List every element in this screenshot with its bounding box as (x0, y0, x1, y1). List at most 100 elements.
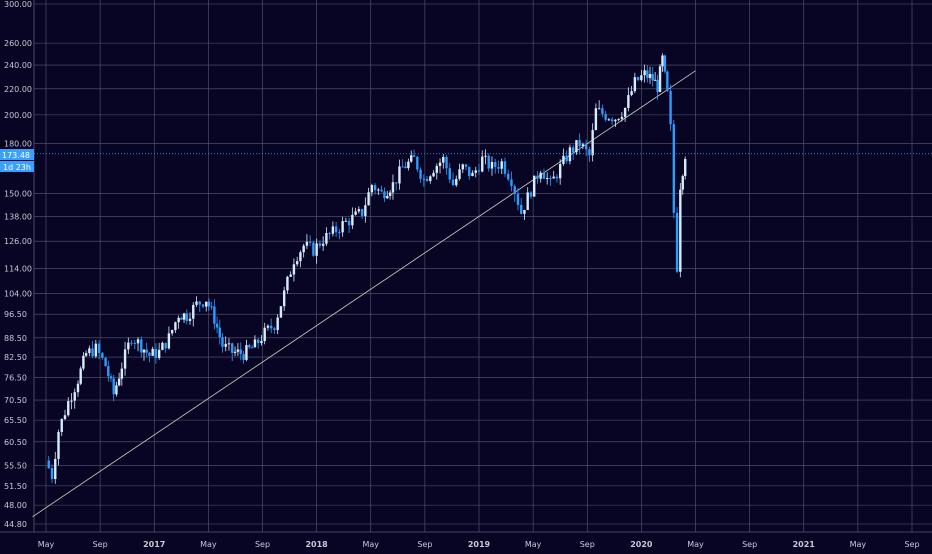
candle-body (256, 339, 260, 344)
time-tick-label: Sep (93, 540, 108, 549)
candle-body (248, 345, 251, 348)
candle-body (607, 119, 611, 121)
price-tick-label: 114.00 (4, 265, 32, 274)
candle-body (112, 378, 115, 395)
price-tick-label: 65.50 (4, 416, 27, 425)
candle-body (308, 241, 312, 243)
candle-body (57, 431, 60, 459)
price-tick-label: 260.00 (4, 39, 32, 48)
candle-body (388, 192, 392, 196)
candle-body (315, 243, 318, 256)
candle-body (123, 349, 127, 369)
candle-body (464, 164, 468, 167)
candle-body (666, 71, 669, 92)
price-tick-label: 88.50 (4, 334, 27, 343)
candle-body (185, 313, 188, 321)
candle-body (458, 169, 461, 179)
candle-body (221, 337, 224, 347)
candle-body (205, 301, 208, 307)
candle-body (201, 304, 205, 307)
price-tick-label: 48.00 (4, 501, 27, 510)
candles (47, 53, 687, 484)
candle-body (558, 163, 562, 179)
time-tick-label: Sep (904, 540, 919, 549)
time-axis[interactable]: May Sep 2017 May Sep 2018 May Sep 2019 May Sep 2020… (38, 540, 920, 549)
candle-body (227, 343, 231, 345)
candle-body (648, 74, 652, 78)
candle-body (321, 243, 325, 246)
candle-body (364, 205, 367, 216)
price-tick-label: 150.00 (4, 190, 32, 199)
candle-body (299, 252, 302, 262)
candle-body (442, 156, 445, 163)
candle-body (438, 162, 442, 166)
candle-body (76, 383, 80, 393)
candle-body (591, 130, 594, 156)
last-price-tag-box (0, 149, 34, 160)
candle-body (581, 144, 585, 147)
candle-body (136, 339, 140, 344)
candle-body (127, 342, 130, 350)
candle-body (236, 349, 240, 352)
time-tick-label: May (362, 540, 379, 549)
price-axis[interactable]: 300.00 260.00 240.00 220.00 200.00 180.00 150.… (4, 0, 32, 529)
price-tick-label: 126.00 (4, 237, 32, 246)
candle-body (633, 77, 637, 92)
candle-body (539, 172, 542, 179)
candle-body (523, 209, 526, 214)
candle-body (627, 95, 630, 108)
candle-body (367, 192, 370, 206)
price-tick-label: 44.80 (4, 520, 27, 529)
candle-body (239, 349, 242, 355)
candle-body (50, 468, 54, 479)
candle-body (107, 366, 110, 377)
candle-body (377, 189, 380, 191)
candle-body (422, 178, 425, 180)
candle-body (448, 168, 451, 180)
candle-body (295, 261, 299, 265)
candle-body (380, 189, 383, 192)
candle-body (101, 352, 104, 358)
candle-body (601, 108, 604, 114)
candle-body (325, 232, 328, 244)
candle-body (510, 179, 513, 187)
candle-body (571, 147, 575, 153)
candle-body (471, 172, 474, 177)
candle-body (536, 175, 539, 179)
time-tick-label: 2020 (630, 540, 653, 549)
candle-body (279, 306, 283, 318)
candle-body (142, 349, 146, 353)
candle-body (672, 124, 676, 213)
price-tick-label: 82.50 (4, 353, 27, 362)
candle-body (70, 400, 73, 402)
candle-body (404, 166, 407, 169)
candle-body (419, 169, 422, 179)
candle-body (542, 172, 546, 179)
candle-body (503, 161, 507, 174)
candle-body (207, 301, 211, 307)
candle-body (394, 182, 398, 184)
candle-body (588, 149, 591, 156)
candle-body (432, 172, 435, 177)
candle-body (474, 170, 477, 173)
candle-body (401, 166, 404, 168)
candle-body (584, 144, 588, 150)
price-tick-label: 138.00 (4, 212, 32, 221)
time-tick-label: Sep (255, 540, 270, 549)
candle-body (94, 343, 98, 357)
candle-body (273, 328, 276, 331)
countdown-tag-value: 1d 23h (3, 163, 31, 172)
candle-body (497, 167, 500, 169)
price-tick-label: 76.50 (4, 374, 27, 383)
candle-body (97, 343, 101, 353)
candle-body (341, 221, 344, 233)
candle-body (675, 212, 679, 272)
candle-body (683, 159, 687, 177)
candle-body (555, 176, 559, 179)
candle-body (494, 161, 497, 168)
candle-body (630, 91, 633, 96)
candle-body (253, 339, 257, 348)
time-tick-label: Sep (417, 540, 432, 549)
candle-body (82, 355, 85, 369)
